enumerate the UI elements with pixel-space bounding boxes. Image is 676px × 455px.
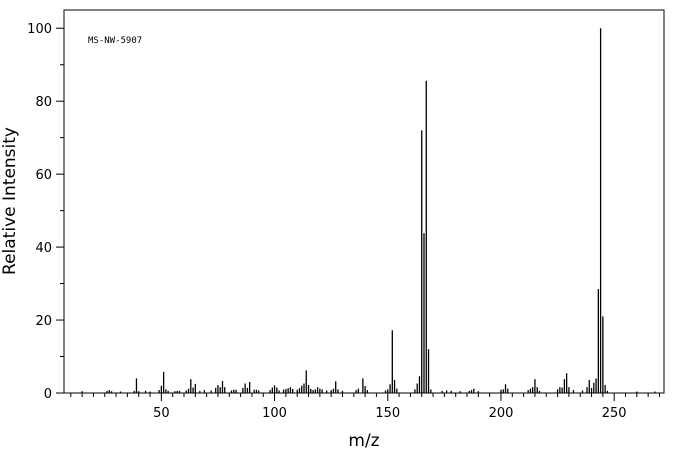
y-tick-label: 60 <box>35 168 52 183</box>
y-tick-label: 100 <box>27 22 52 37</box>
x-tick-label: 50 <box>153 406 170 421</box>
plot-frame <box>63 9 665 394</box>
y-tick-label: 40 <box>35 241 52 256</box>
spectrum-id-annotation: MS-NW-5907 <box>88 36 142 46</box>
x-axis-title: m/z <box>348 431 379 451</box>
spectrum-peaks <box>81 28 656 393</box>
y-tick-label: 80 <box>35 95 52 110</box>
y-tick-label: 0 <box>44 387 52 402</box>
x-tick-label: 200 <box>489 406 514 421</box>
x-tick-label: 150 <box>375 406 400 421</box>
x-minor-ticks <box>70 393 660 397</box>
y-tick-label: 20 <box>35 314 52 329</box>
y-axis-ticks: 0 20 40 60 80 100 <box>27 22 64 402</box>
x-axis-ticks: 50 100 150 200 250 <box>153 393 627 421</box>
x-tick-label: 100 <box>262 406 287 421</box>
y-axis-title: Relative Intensity <box>0 127 20 275</box>
x-tick-label: 250 <box>602 406 627 421</box>
